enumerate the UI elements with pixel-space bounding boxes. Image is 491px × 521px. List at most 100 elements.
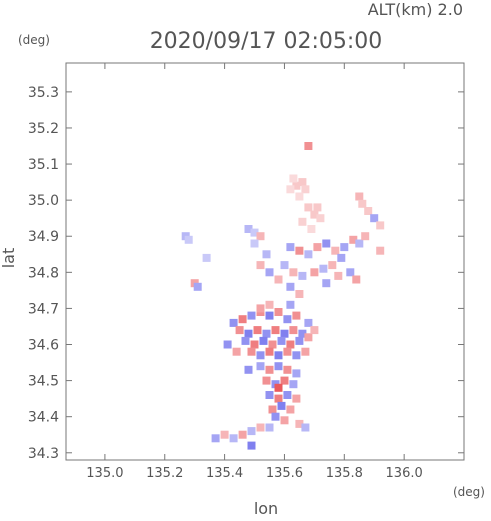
chart-title: 2020/09/17 02:05:00 <box>150 29 383 54</box>
radar-cell <box>304 250 313 259</box>
y-tick-label: 35.2 <box>28 121 59 137</box>
radar-cell <box>340 243 349 252</box>
radar-cell <box>271 326 280 335</box>
radar-cell <box>202 253 211 262</box>
radar-cell <box>286 340 295 349</box>
radar-cell <box>280 376 289 385</box>
radar-cell <box>292 351 301 360</box>
plot-frame <box>65 62 465 461</box>
radar-cell <box>247 311 256 320</box>
radar-cell <box>262 376 271 385</box>
radar-cell <box>274 308 283 316</box>
x-tick-label: 136.0 <box>386 466 423 481</box>
radar-cell <box>301 347 310 356</box>
y-tick-label: 34.6 <box>28 338 59 354</box>
radar-cell <box>331 246 340 255</box>
radar-cell <box>376 221 385 230</box>
radar-cell <box>301 423 310 432</box>
radar-cell <box>274 275 283 284</box>
radar-cell <box>322 239 331 248</box>
radar-cell <box>238 315 247 324</box>
radar-cell <box>184 235 193 244</box>
radar-cell <box>361 232 370 241</box>
radar-cell <box>313 243 322 252</box>
radar-cell <box>358 199 367 208</box>
radar-cell <box>277 401 286 410</box>
radar-cell <box>298 178 307 187</box>
radar-cell <box>244 225 253 233</box>
radar-cell <box>289 268 298 277</box>
radar-cell <box>298 271 307 280</box>
radar-cell <box>289 380 298 389</box>
radar-cell <box>238 430 247 439</box>
radar-cell <box>277 336 286 345</box>
radar-cell <box>250 228 259 237</box>
radar-cell <box>289 326 298 335</box>
radar-cell <box>265 391 274 399</box>
radar-cell <box>304 318 313 327</box>
radar-cell <box>310 210 319 219</box>
altitude-label: ALT(km) 2.0 <box>368 0 463 19</box>
y-tick-label: 35.0 <box>28 193 59 209</box>
radar-cell <box>364 207 373 215</box>
radar-cell <box>274 394 283 403</box>
radar-cell <box>265 268 274 277</box>
radar-cell <box>265 311 274 320</box>
y-tick-label: 34.8 <box>28 265 59 281</box>
radar-cell <box>229 318 238 327</box>
radar-cell <box>244 365 253 374</box>
radar-cell <box>280 329 289 338</box>
radar-cell <box>355 192 364 201</box>
radar-cell <box>334 271 343 280</box>
radar-cell <box>310 268 319 277</box>
y-tick-label: 35.1 <box>28 157 59 173</box>
radar-cell <box>256 304 265 313</box>
radar-cell <box>280 261 289 270</box>
radar-cell <box>283 347 292 356</box>
radar-cell <box>376 246 385 255</box>
radar-cell <box>352 275 361 284</box>
radar-cell <box>289 174 298 183</box>
radar-cell <box>283 315 292 324</box>
radar-cell <box>292 369 301 378</box>
radar-cell <box>295 192 304 201</box>
x-tick-label: 135.0 <box>86 466 123 481</box>
radar-cell <box>337 253 346 262</box>
radar-cell <box>274 383 283 392</box>
radar-cell <box>274 351 283 360</box>
y-tick-label: 34.7 <box>28 301 59 317</box>
radar-cell <box>268 405 277 414</box>
radar-cell <box>262 250 271 259</box>
radar-cell <box>286 405 295 414</box>
y-tick-label: 34.5 <box>28 374 59 390</box>
x-tick-label: 135.4 <box>206 466 243 481</box>
y-axis-label: lat <box>0 248 18 269</box>
y-tick-label: 35.3 <box>28 85 59 101</box>
radar-cell <box>301 185 310 194</box>
radar-cell <box>286 243 295 252</box>
radar-cell <box>256 232 265 241</box>
radar-cell <box>250 239 259 248</box>
radar-cell <box>250 340 259 349</box>
x-axis-label: lon <box>254 499 278 518</box>
radar-cell <box>256 351 265 360</box>
radar-cell <box>235 326 244 335</box>
radar-cell <box>283 391 292 399</box>
radar-cell <box>286 185 295 194</box>
x-unit-label: (deg) <box>453 485 485 499</box>
radar-cell <box>265 300 274 309</box>
radar-cell <box>295 336 304 345</box>
radar-cell <box>265 423 274 432</box>
radar-cell <box>295 246 304 255</box>
radar-cell <box>220 430 229 439</box>
radar-cell <box>295 419 304 428</box>
radar-cell <box>268 340 277 349</box>
x-axis-ticks: 135.0 135.2 135.4 135.6 135.8 136.0 <box>86 63 423 481</box>
radar-cell <box>241 336 250 345</box>
radar-cell <box>307 225 316 233</box>
y-tick-label: 34.4 <box>28 410 59 426</box>
radar-cell <box>322 279 331 288</box>
radar-cell <box>256 423 265 432</box>
radar-cell <box>253 326 262 335</box>
radar-cell <box>247 427 256 436</box>
